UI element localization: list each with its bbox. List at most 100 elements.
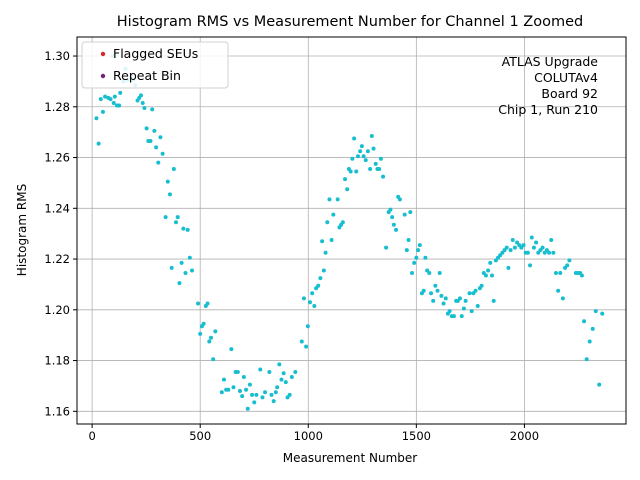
data-point — [491, 298, 496, 303]
data-point — [556, 288, 561, 293]
data-point — [165, 179, 170, 184]
data-point — [269, 392, 274, 397]
data-point — [310, 291, 315, 296]
data-point — [240, 394, 245, 399]
data-point — [148, 139, 153, 144]
data-point — [167, 192, 172, 197]
data-point — [179, 260, 184, 265]
data-point — [423, 255, 428, 260]
data-point — [560, 296, 565, 301]
y-tick-label: 1.20 — [44, 303, 70, 317]
data-point — [175, 215, 180, 220]
data-point — [254, 392, 259, 397]
data-point — [209, 335, 214, 340]
x-tick-label: 2000 — [510, 429, 539, 443]
x-axis-label: Measurement Number — [283, 451, 417, 465]
data-point — [437, 271, 442, 276]
data-point — [358, 149, 363, 154]
data-point — [350, 156, 355, 161]
data-point — [584, 357, 589, 362]
data-point — [547, 250, 552, 255]
data-point — [308, 300, 313, 305]
data-point — [384, 245, 389, 250]
data-point — [406, 238, 411, 243]
data-point — [512, 245, 517, 250]
annotation-line-1: ATLAS Upgrade — [502, 54, 599, 69]
data-point — [304, 344, 309, 349]
data-point — [96, 141, 101, 146]
data-point — [144, 126, 149, 131]
data-point — [579, 273, 584, 278]
data-point — [287, 392, 292, 397]
data-point — [388, 207, 393, 212]
data-point — [565, 263, 570, 268]
data-point — [241, 375, 246, 380]
data-point — [289, 375, 294, 380]
data-point — [377, 166, 382, 171]
data-point — [506, 265, 511, 270]
data-point — [94, 116, 99, 121]
data-point — [140, 100, 145, 105]
y-tick-label: 1.24 — [44, 201, 70, 215]
data-point — [597, 382, 602, 387]
data-point — [279, 377, 284, 382]
data-point — [551, 250, 556, 255]
data-point — [435, 288, 440, 293]
y-tick-label: 1.30 — [44, 49, 70, 63]
data-point — [412, 260, 417, 265]
data-point — [219, 390, 224, 395]
y-axis-label: Histogram RMS — [15, 184, 29, 276]
data-point — [198, 331, 203, 336]
data-point — [489, 273, 494, 278]
data-point — [359, 144, 364, 149]
x-axis-ticks: 0 500 1000 1500 2000 — [88, 424, 539, 443]
data-point — [443, 296, 448, 301]
legend-label-flagged-seus: Flagged SEUs — [113, 46, 198, 61]
x-tick-label: 1500 — [402, 429, 431, 443]
data-point — [205, 301, 210, 306]
data-point — [138, 93, 143, 98]
data-point — [361, 154, 366, 159]
data-point — [363, 158, 368, 163]
data-point — [271, 399, 276, 404]
data-point — [421, 288, 426, 293]
data-point — [593, 309, 598, 314]
legend: Flagged SEUs Repeat Bin — [81, 41, 229, 89]
data-point — [467, 291, 472, 296]
data-point — [245, 406, 250, 411]
data-point — [508, 248, 513, 253]
data-point — [567, 258, 572, 263]
data-point — [475, 303, 480, 308]
annotation-line-4: Chip 1, Run 210 — [498, 102, 598, 117]
data-point — [158, 135, 163, 140]
data-point — [410, 271, 415, 276]
data-point — [305, 324, 310, 329]
data-point — [433, 283, 438, 288]
data-point — [229, 347, 234, 352]
data-point — [213, 329, 218, 334]
data-point — [237, 389, 242, 394]
y-tick-label: 1.22 — [44, 252, 70, 266]
annotation-line-2: COLUTAv4 — [534, 70, 598, 85]
data-point — [100, 109, 105, 114]
data-point — [160, 151, 165, 156]
data-point — [156, 160, 161, 165]
data-point — [252, 400, 257, 405]
data-point — [263, 390, 268, 395]
data-point — [231, 385, 236, 390]
data-point — [394, 227, 399, 232]
data-point — [369, 133, 374, 138]
y-tick-label: 1.26 — [44, 151, 70, 165]
data-point — [281, 371, 286, 376]
x-tick-label: 0 — [88, 429, 95, 443]
data-point — [275, 385, 280, 390]
y-tick-label: 1.28 — [44, 100, 70, 114]
data-point — [320, 239, 325, 244]
data-point — [226, 387, 231, 392]
data-point — [335, 197, 340, 202]
data-point — [173, 220, 178, 225]
data-point — [312, 303, 317, 308]
data-point — [441, 301, 446, 306]
data-point — [267, 369, 272, 374]
